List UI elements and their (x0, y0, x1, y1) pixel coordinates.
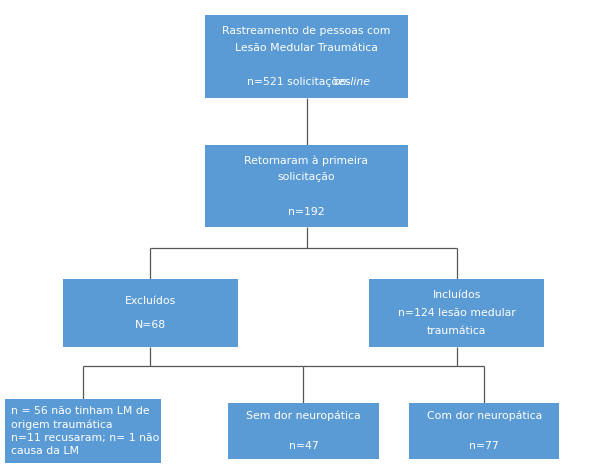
Text: n=47: n=47 (289, 441, 318, 451)
FancyBboxPatch shape (5, 399, 161, 463)
FancyBboxPatch shape (409, 403, 559, 459)
Text: Excluídos: Excluídos (124, 296, 176, 306)
Text: causa da LM: causa da LM (11, 446, 78, 456)
Text: Incluídos: Incluídos (433, 290, 481, 300)
FancyBboxPatch shape (369, 279, 544, 348)
Text: on-line: on-line (334, 77, 371, 87)
FancyBboxPatch shape (205, 145, 408, 227)
Text: n=77: n=77 (470, 441, 499, 451)
Text: n=11 recusaram; n= 1 não sabia: n=11 recusaram; n= 1 não sabia (11, 432, 191, 443)
FancyBboxPatch shape (205, 15, 408, 98)
Text: n=521 solicitações: n=521 solicitações (247, 77, 354, 87)
Text: Lesão Medular Traumática: Lesão Medular Traumática (235, 43, 378, 53)
Text: origem traumática: origem traumática (11, 419, 112, 430)
Text: Sem dor neuropática: Sem dor neuropática (246, 411, 360, 422)
Text: Com dor neuropática: Com dor neuropática (427, 411, 542, 422)
FancyBboxPatch shape (63, 279, 237, 348)
Text: n = 56 não tinham LM de: n = 56 não tinham LM de (11, 406, 150, 416)
FancyBboxPatch shape (228, 403, 378, 459)
Text: Retornaram à primeira: Retornaram à primeira (245, 155, 368, 165)
Text: n=124 lesão medular: n=124 lesão medular (398, 308, 516, 318)
Text: n=192: n=192 (288, 207, 325, 217)
Text: Rastreamento de pessoas com: Rastreamento de pessoas com (223, 26, 390, 36)
Text: solicitação: solicitação (278, 172, 335, 182)
Text: N=68: N=68 (135, 320, 166, 331)
Text: traumática: traumática (427, 326, 486, 336)
